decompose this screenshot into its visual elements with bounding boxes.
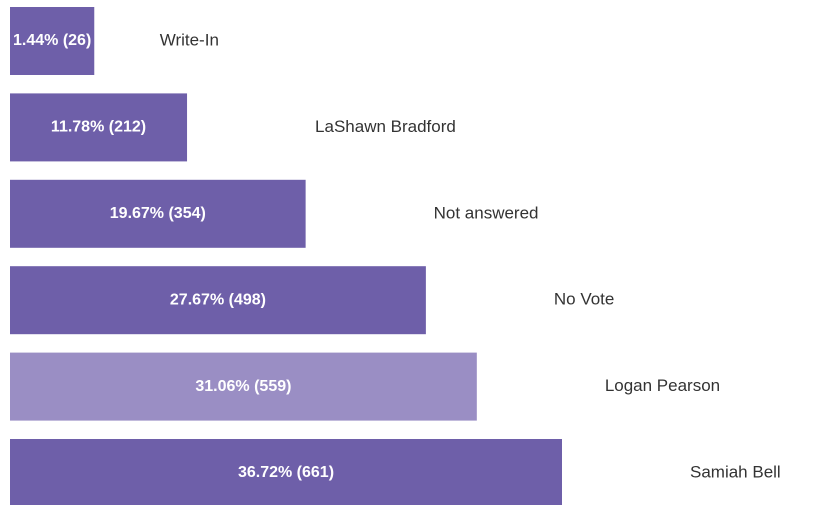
value-label: 27.67% (498) — [170, 291, 266, 308]
bar — [10, 93, 188, 162]
category-label: Logan Pearson — [605, 376, 720, 395]
category-label: Samiah Bell — [690, 462, 781, 481]
bar — [10, 352, 477, 421]
category-label: No Vote — [554, 290, 615, 309]
value-label: 1.44% (26) — [13, 32, 91, 49]
category-label: Not answered — [434, 203, 539, 222]
value-label: 36.72% (661) — [238, 464, 334, 481]
bar — [10, 439, 562, 505]
bar — [10, 266, 426, 335]
value-label: 11.78% (212) — [51, 119, 146, 136]
bar — [10, 7, 95, 75]
bar — [10, 179, 306, 248]
value-label: 31.06% (559) — [195, 378, 291, 395]
category-label: Write-In — [160, 30, 219, 49]
value-label: 19.67% (354) — [110, 205, 206, 222]
category-label: LaShawn Bradford — [315, 117, 456, 136]
